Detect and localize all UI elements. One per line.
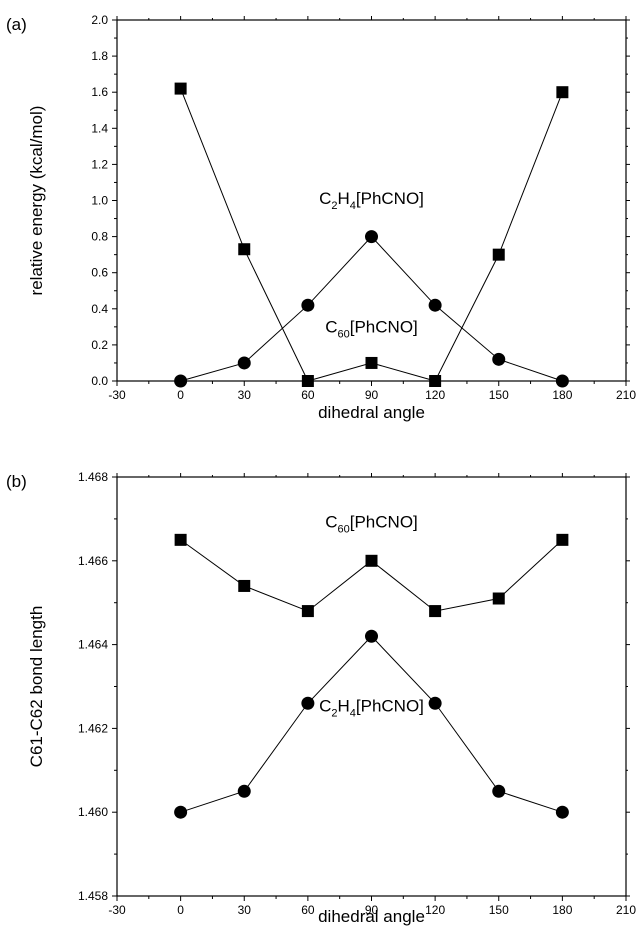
circle-marker	[365, 230, 378, 244]
x-tick-label: 210	[616, 903, 636, 917]
x-tick-label: 180	[552, 903, 572, 917]
panel-b: (b) -30 0 30 60 90 120 150 180 210 1.458 1.460 1.462…	[6, 470, 636, 926]
x-tick-label: 30	[238, 388, 252, 402]
series-annotation: C60[PhCNO]	[325, 512, 418, 535]
x-tick-label: 90	[365, 903, 379, 917]
y-axis-label: C61-C62 bond length	[27, 606, 46, 768]
square-marker	[492, 248, 505, 261]
annotation-part: 2	[331, 200, 337, 212]
y-tick-label: 1.468	[78, 470, 108, 484]
circle-marker	[428, 696, 442, 710]
annotation-part: [PhCNO]	[356, 189, 424, 208]
annotation-part: C	[319, 189, 331, 208]
annotation-part: 2	[331, 708, 337, 720]
y-tick-label: 1.2	[91, 157, 108, 171]
y-tick-label: 0.0	[91, 374, 108, 388]
square-marker	[429, 605, 442, 618]
y-tick-label: 0.6	[91, 266, 108, 280]
panel-label: (a)	[6, 15, 27, 34]
x-tick-label: 120	[425, 903, 445, 917]
circle-marker	[492, 352, 506, 366]
x-tick-label: 60	[301, 903, 315, 917]
circle-marker	[301, 298, 315, 312]
circle-marker	[555, 374, 569, 388]
circle-marker	[237, 784, 251, 798]
square-marker	[238, 579, 251, 592]
square-marker	[365, 554, 378, 567]
annotation-part: [PhCNO]	[350, 512, 418, 531]
x-tick-label: -30	[108, 388, 126, 402]
x-tick-label: 150	[489, 903, 509, 917]
x-tick-label: 0	[177, 903, 184, 917]
annotation-part: 4	[350, 200, 356, 212]
annotation-part: H	[337, 697, 349, 716]
y-tick-label: 0.2	[91, 338, 108, 352]
y-tick-label: 1.4	[91, 121, 108, 135]
annotation-part: C	[319, 697, 331, 716]
series-annotation: C2H4[PhCNO]	[319, 697, 424, 720]
y-tick-label: 2.0	[91, 13, 108, 27]
square-marker	[492, 592, 505, 605]
annotation-part: H	[337, 189, 349, 208]
square-marker	[301, 605, 314, 618]
circle-marker	[237, 356, 251, 370]
panel-a: (a) -30 0 30 60 90 120 150 180 210 0.0 0.2 0.4 0.6 0.8…	[6, 13, 636, 422]
x-tick-label: -30	[108, 903, 126, 917]
x-tick-label: 120	[425, 388, 445, 402]
y-tick-label: 1.0	[91, 194, 108, 208]
x-axis-label: dihedral angle	[318, 907, 425, 926]
square-marker	[174, 533, 187, 546]
square-marker	[556, 86, 569, 99]
y-tick-label: 1.6	[91, 85, 108, 99]
x-tick-label: 60	[301, 388, 315, 402]
series-line-circle	[180, 635, 563, 813]
x-tick-label: 90	[365, 388, 379, 402]
annotation-part: 60	[338, 523, 350, 535]
y-tick-label: 1.458	[78, 889, 108, 903]
y-tick-label: 1.8	[91, 49, 108, 63]
annotation-part: C	[325, 512, 337, 531]
annotation-part: [PhCNO]	[350, 317, 418, 336]
panel-label: (b)	[6, 472, 27, 491]
circle-marker	[555, 805, 569, 819]
series-annotation: C60[PhCNO]	[325, 317, 418, 340]
circle-marker	[174, 374, 188, 388]
annotation-part: 60	[338, 328, 350, 340]
circle-marker	[174, 805, 188, 819]
y-tick-label: 1.462	[78, 721, 108, 735]
x-tick-label: 0	[177, 388, 184, 402]
square-marker	[429, 375, 442, 387]
plot-frame	[116, 476, 627, 897]
series-line-square	[180, 539, 563, 612]
y-tick-label: 0.4	[91, 302, 108, 316]
circle-marker	[365, 629, 378, 643]
x-tick-label: 180	[552, 388, 572, 402]
x-tick-label: 150	[489, 388, 509, 402]
circle-marker	[492, 784, 506, 798]
x-tick-label: 30	[238, 903, 252, 917]
y-axis-label: relative energy (kcal/mol)	[27, 106, 46, 296]
y-tick-label: 1.464	[78, 638, 108, 652]
y-tick-label: 1.466	[78, 554, 108, 568]
annotation-part: 4	[350, 708, 356, 720]
circle-marker	[301, 696, 315, 710]
annotation-part: [PhCNO]	[356, 697, 424, 716]
square-marker	[556, 533, 569, 546]
circle-marker	[428, 298, 442, 312]
square-marker	[365, 356, 378, 369]
series-annotation: C2H4[PhCNO]	[319, 189, 424, 212]
y-tick-label: 0.8	[91, 230, 108, 244]
square-marker	[238, 243, 251, 256]
y-tick-label: 1.460	[78, 805, 108, 819]
x-tick-label: 210	[616, 388, 636, 402]
square-marker	[301, 375, 314, 387]
x-axis-label: dihedral angle	[318, 403, 425, 422]
square-marker	[174, 82, 187, 95]
annotation-part: C	[325, 317, 337, 336]
